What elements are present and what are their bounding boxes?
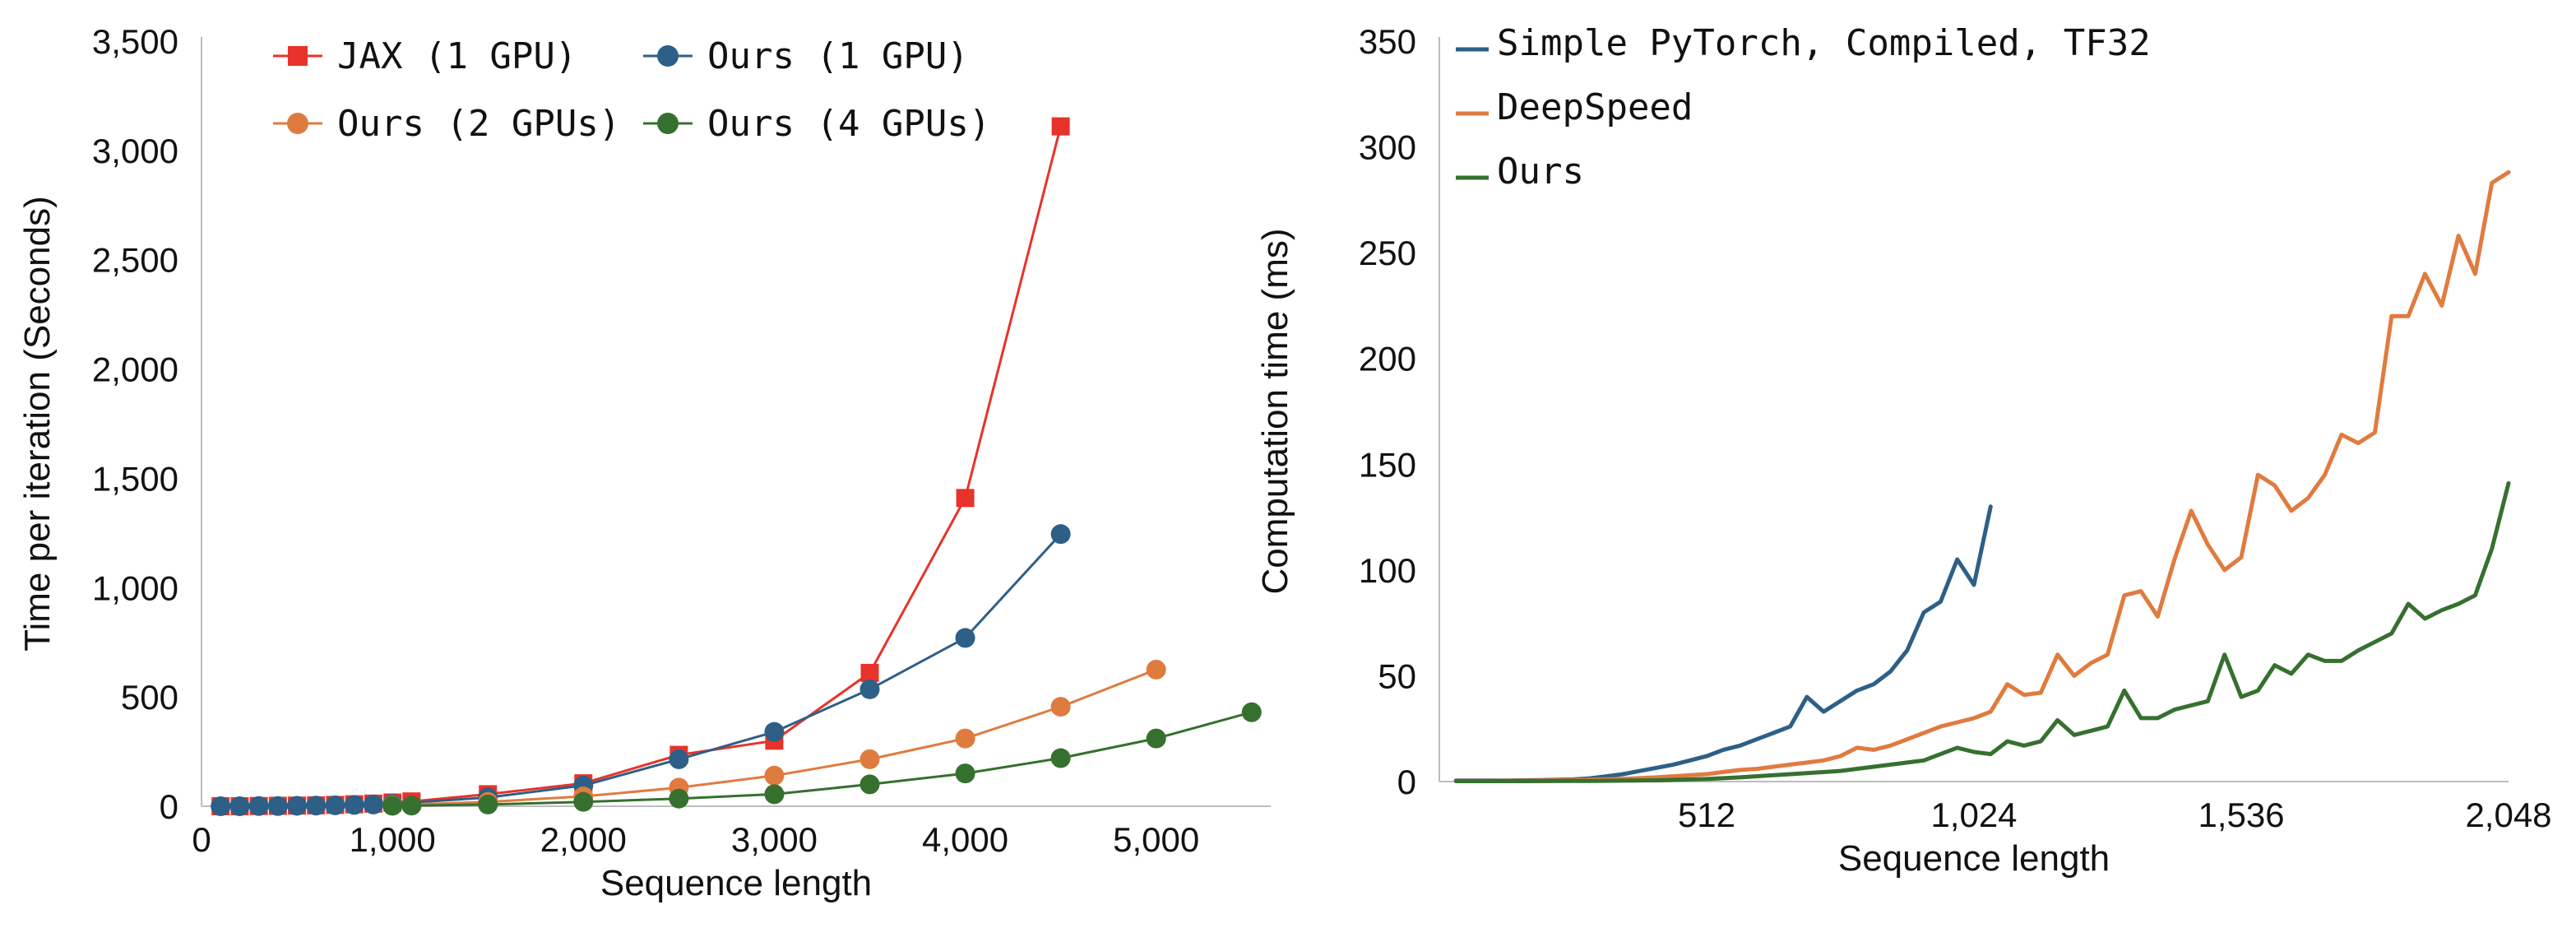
y-tick-label: 2,500	[92, 241, 178, 280]
x-tick-label: 3,000	[731, 820, 818, 859]
data-point	[363, 794, 383, 814]
data-point	[1050, 524, 1071, 545]
data-point	[344, 795, 364, 815]
data-point	[287, 796, 308, 816]
data-point	[211, 796, 231, 816]
data-point	[382, 796, 403, 816]
series-2	[1453, 169, 2511, 783]
series-4	[382, 702, 1262, 816]
data-point	[859, 774, 880, 795]
data-point	[859, 679, 880, 699]
y-tick-label: 300	[1359, 128, 1416, 167]
data-point	[1146, 728, 1166, 749]
x-tick-label: 1,000	[350, 820, 436, 859]
data-point	[306, 796, 327, 816]
y-tick-label: 0	[160, 787, 178, 826]
y-tick-label: 100	[1359, 551, 1416, 590]
y-axis-title: Time per iteration (Seconds)	[17, 196, 58, 651]
data-point	[573, 791, 594, 812]
data-point	[1146, 659, 1166, 680]
data-point	[669, 749, 689, 769]
series-line	[219, 125, 1063, 808]
data-point	[401, 796, 422, 816]
x-tick-label: 1,536	[2198, 796, 2284, 834]
y-tick-label: 1,500	[92, 459, 178, 498]
series-3	[1453, 480, 2511, 783]
y-tick-label: 500	[121, 678, 178, 717]
y-tick-label: 150	[1359, 445, 1416, 484]
x-tick-label: 4,000	[922, 820, 1008, 859]
data-point	[764, 722, 785, 742]
legend-marker	[287, 113, 308, 134]
legend-item: Ours (2 GPUs)	[273, 103, 620, 145]
series-line	[1453, 169, 2511, 783]
legend-label: Ours (2 GPUs)	[337, 103, 620, 145]
x-tick-label: 2,000	[540, 820, 627, 859]
legend-item: DeepSpeed	[1456, 86, 1693, 128]
x-tick-label: 5,000	[1113, 820, 1199, 859]
legend-marker	[657, 45, 679, 67]
series-line	[1453, 480, 2511, 783]
data-point	[955, 628, 975, 648]
chart-1: 0 500 1,000 1,500 2,000 2,500 3,000 3,500 0 1,000…	[17, 22, 1271, 903]
data-point	[1050, 697, 1071, 717]
data-point	[955, 763, 975, 784]
y-tick-label: 0	[1397, 763, 1416, 801]
y-tick-label: 50	[1378, 657, 1416, 695]
series-1	[211, 117, 1070, 815]
y-tick-label: 1,000	[92, 568, 178, 607]
x-axis-title: Sequence length	[1838, 838, 2110, 879]
x-tick-label: 2,048	[2465, 796, 2551, 834]
y-tick-label: 200	[1359, 340, 1416, 378]
data-point	[229, 796, 250, 816]
legend-label: Ours (4 GPUs)	[707, 103, 990, 145]
legend-marker	[657, 113, 679, 134]
legend-item: JAX (1 GPU)	[273, 35, 577, 77]
legend-label: Simple PyTorch, Compiled, TF32	[1497, 22, 2151, 64]
data-point	[325, 795, 345, 815]
legend-item: Ours (4 GPUs)	[643, 103, 990, 145]
data-point	[955, 728, 975, 749]
data-point	[669, 788, 689, 809]
legend-marker	[288, 46, 308, 66]
data-point	[764, 765, 785, 786]
data-point	[764, 784, 785, 805]
legend-item: Ours	[1456, 151, 1584, 193]
y-axis-title: Computation time (ms)	[1255, 228, 1295, 594]
data-point	[267, 796, 288, 816]
data-point	[956, 489, 975, 508]
x-tick-label: 1,024	[1930, 796, 2017, 834]
data-point	[860, 663, 879, 682]
chart-2: 0 50 100 150 200 250 300 350 512 1,024 1,536 2,048 S…	[1255, 22, 2552, 879]
y-tick-label: 250	[1359, 234, 1416, 272]
series-line	[391, 711, 1253, 807]
legend-item: Ours (1 GPU)	[643, 35, 969, 77]
legend-label: Ours (1 GPU)	[707, 35, 969, 77]
data-point	[1051, 117, 1070, 136]
data-point	[859, 749, 880, 769]
legend-label: Ours	[1497, 151, 1584, 193]
data-point	[1241, 702, 1262, 722]
y-tick-label: 2,000	[92, 350, 178, 389]
x-tick-label: 0	[192, 820, 211, 859]
x-tick-label: 512	[1678, 796, 1735, 834]
legend-label: DeepSpeed	[1497, 86, 1693, 128]
series-2	[211, 524, 1071, 816]
data-point	[478, 794, 498, 814]
legend-label: JAX (1 GPU)	[337, 35, 577, 77]
legend-item: Simple PyTorch, Compiled, TF32	[1456, 22, 2151, 64]
y-tick-label: 3,500	[92, 22, 178, 61]
y-tick-label: 3,000	[92, 132, 178, 170]
x-axis-title: Sequence length	[600, 863, 872, 903]
y-tick-label: 350	[1359, 22, 1416, 61]
data-point	[1050, 748, 1071, 768]
data-point	[248, 796, 269, 816]
